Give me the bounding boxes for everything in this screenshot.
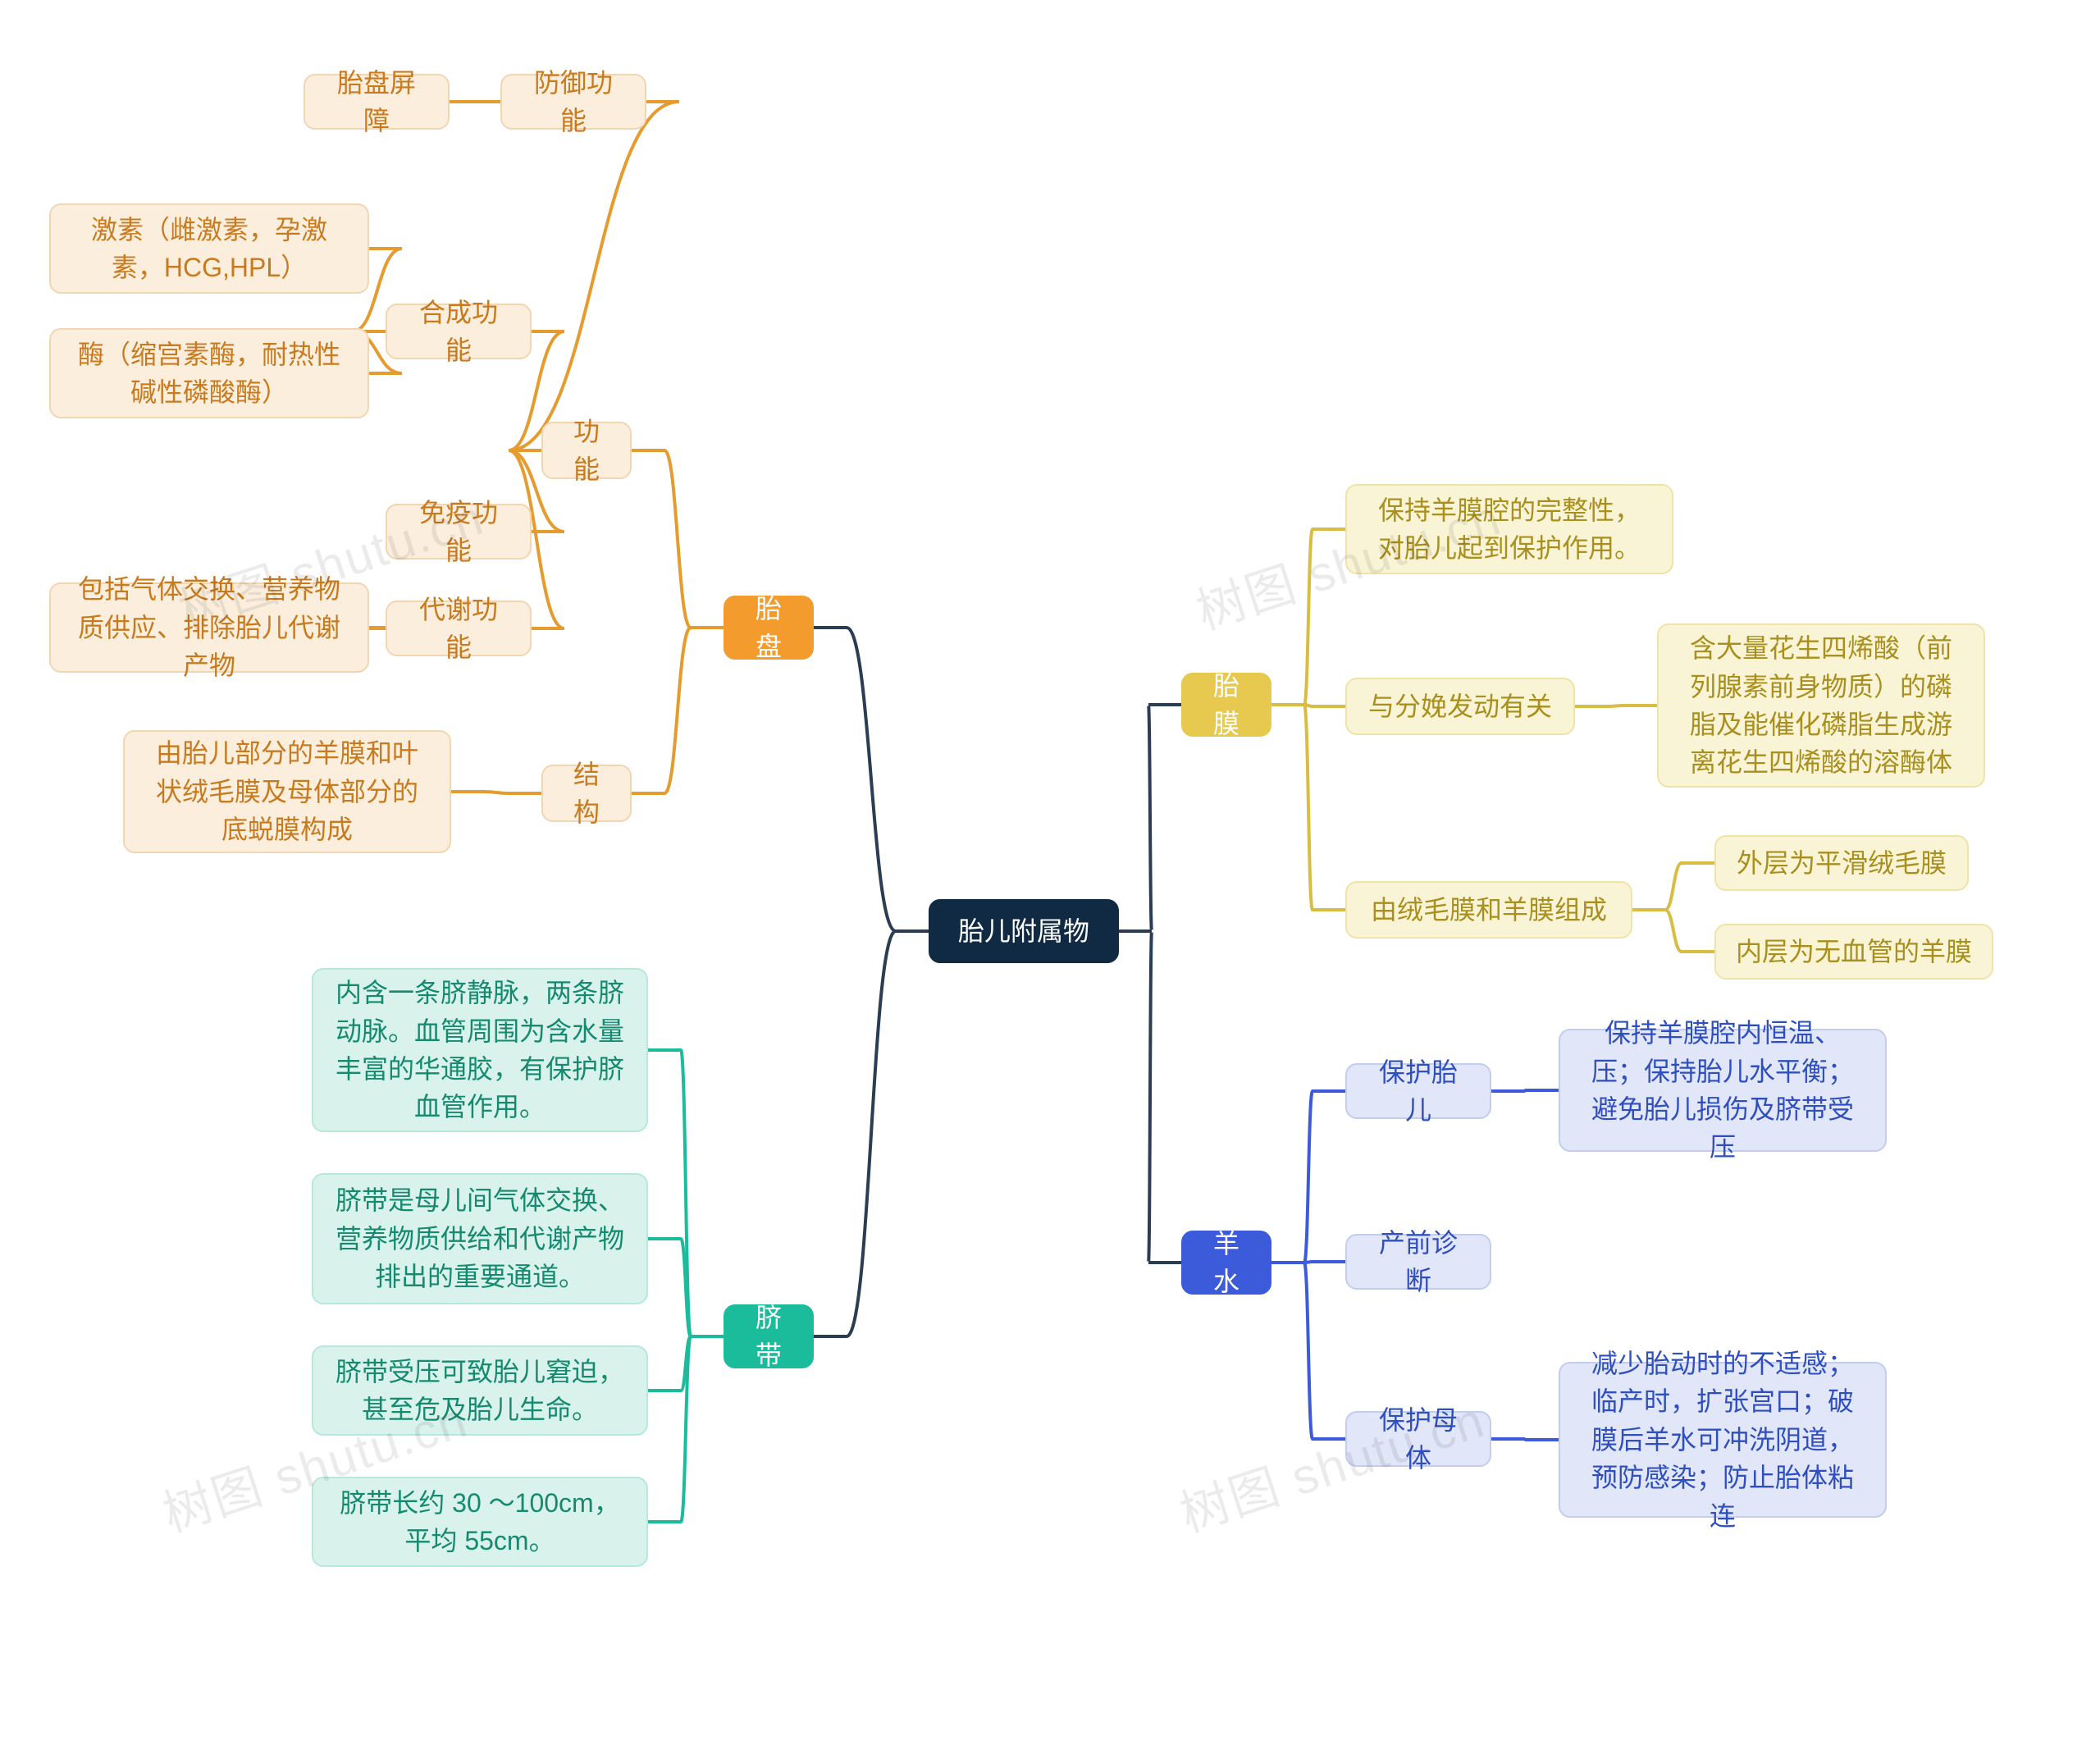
- mindmap-node-c_2[interactable]: 脐带是母儿间气体交换、营养物质供给和代谢产物排出的重要通道。: [312, 1173, 648, 1304]
- mindmap-node-f_3[interactable]: 保护母体: [1345, 1411, 1491, 1467]
- mindmap-node-label: 产前诊断: [1367, 1224, 1470, 1300]
- mindmap-node-placenta[interactable]: 胎盘: [724, 596, 814, 660]
- mindmap-node-p_defense[interactable]: 防御功能: [500, 74, 646, 130]
- mindmap-node-p_struct_d[interactable]: 由胎儿部分的羊膜和叶状绒毛膜及母体部分的底蜕膜构成: [123, 730, 451, 853]
- mindmap-node-p_immune[interactable]: 免疫功能: [386, 504, 532, 560]
- mindmap-edge: [1271, 705, 1345, 910]
- mindmap-node-label: 免疫功能: [407, 494, 510, 570]
- mindmap-edge: [648, 1050, 724, 1336]
- mindmap-edge: [451, 792, 541, 793]
- mindmap-edge: [814, 628, 929, 931]
- mindmap-node-f_1[interactable]: 保护胎儿: [1345, 1063, 1491, 1119]
- mindmap-edge: [1491, 1439, 1559, 1440]
- mindmap-node-m_3a[interactable]: 外层为平滑绒毛膜: [1714, 835, 1969, 891]
- mindmap-node-label: 脐带: [745, 1299, 792, 1375]
- mindmap-node-label: 胎膜: [1203, 667, 1250, 743]
- mindmap-node-label: 酶（缩宫素酶，耐热性碱性磷酸酶）: [71, 336, 348, 412]
- mindmap-node-label: 功能: [563, 413, 610, 489]
- mindmap-edge: [1119, 931, 1181, 1263]
- mindmap-edge: [648, 1239, 724, 1336]
- mindmap-node-label: 保护胎儿: [1367, 1053, 1470, 1130]
- mindmap-edge: [632, 450, 724, 628]
- mindmap-node-root[interactable]: 胎儿附属物: [929, 899, 1119, 963]
- mindmap-edge: [1271, 1263, 1345, 1439]
- mindmap-node-label: 与分娩发动有关: [1368, 687, 1552, 725]
- mindmap-node-c_3[interactable]: 脐带受压可致胎儿窘迫，甚至危及胎儿生命。: [312, 1345, 648, 1436]
- mindmap-node-label: 内含一条脐静脉，两条脐动脉。血管周围为含水量丰富的华通胶，有保护脐血管作用。: [333, 974, 627, 1126]
- mindmap-node-m_3[interactable]: 由绒毛膜和羊膜组成: [1345, 881, 1632, 939]
- mindmap-node-membrane[interactable]: 胎膜: [1181, 673, 1271, 737]
- mindmap-node-label: 胎盘: [745, 590, 792, 666]
- mindmap-node-label: 外层为平滑绒毛膜: [1737, 844, 1947, 882]
- mindmap-node-label: 保持羊膜腔的完整性，对胎儿起到保护作用。: [1367, 491, 1652, 568]
- mindmap-edge: [1271, 705, 1345, 706]
- mindmap-edge: [1271, 1262, 1345, 1263]
- mindmap-node-label: 结构: [563, 756, 610, 832]
- mindmap-node-label: 脐带是母儿间气体交换、营养物质供给和代谢产物排出的重要通道。: [333, 1181, 627, 1295]
- mindmap-node-label: 代谢功能: [407, 591, 510, 667]
- mindmap-node-m_2[interactable]: 与分娩发动有关: [1345, 678, 1575, 735]
- mindmap-edge: [1491, 1090, 1559, 1091]
- mindmap-node-label: 减少胎动时的不适感；临产时，扩张宫口；破膜后羊水可冲洗阴道，预防感染；防止胎体粘…: [1580, 1345, 1865, 1535]
- mindmap-node-f_1d[interactable]: 保持羊膜腔内恒温、压；保持胎儿水平衡；避免胎儿损伤及脐带受压: [1559, 1029, 1887, 1152]
- mindmap-edge: [1632, 910, 1714, 952]
- mindmap-node-label: 保持羊膜腔内恒温、压；保持胎儿水平衡；避免胎儿损伤及脐带受压: [1580, 1014, 1865, 1167]
- mindmap-node-label: 胎盘屏障: [325, 64, 428, 140]
- mindmap-edge: [1271, 1091, 1345, 1263]
- mindmap-node-c_4[interactable]: 脐带长约 30 ～100cm，平均 55cm。: [312, 1477, 648, 1567]
- mindmap-node-label: 合成功能: [407, 294, 510, 370]
- mindmap-node-label: 包括气体交换、营养物质供应、排除胎儿代谢产物: [71, 570, 348, 684]
- mindmap-node-label: 脐带受压可致胎儿窘迫，甚至危及胎儿生命。: [333, 1353, 627, 1429]
- mindmap-node-label: 防御功能: [522, 64, 625, 140]
- mindmap-node-label: 激素（雌激素，孕激素，HCG,HPL）: [71, 211, 348, 287]
- mindmap-node-p_metab[interactable]: 代谢功能: [386, 601, 532, 656]
- mindmap-node-label: 含大量花生四烯酸（前列腺素前身物质）的磷脂及能催化磷脂生成游离花生四烯酸的溶酶体: [1678, 629, 1964, 782]
- mindmap-node-label: 胎儿附属物: [958, 912, 1089, 950]
- mindmap-edge: [648, 1336, 724, 1391]
- mindmap-node-label: 内层为无血管的羊膜: [1736, 933, 1972, 971]
- mindmap-node-p_synth[interactable]: 合成功能: [386, 304, 532, 359]
- mindmap-node-f_2[interactable]: 产前诊断: [1345, 1234, 1491, 1290]
- mindmap-node-m_3b[interactable]: 内层为无血管的羊膜: [1714, 924, 1993, 980]
- mindmap-edge: [814, 931, 929, 1336]
- mindmap-edge: [509, 102, 679, 450]
- mindmap-edge: [1119, 705, 1181, 931]
- mindmap-node-p_func[interactable]: 功能: [541, 422, 632, 479]
- mindmap-node-m_2d[interactable]: 含大量花生四烯酸（前列腺素前身物质）的磷脂及能催化磷脂生成游离花生四烯酸的溶酶体: [1657, 623, 1985, 788]
- mindmap-edge: [1271, 529, 1345, 705]
- mindmap-node-label: 羊水: [1203, 1225, 1250, 1301]
- mindmap-node-p_metab_d[interactable]: 包括气体交换、营养物质供应、排除胎儿代谢产物: [49, 582, 369, 673]
- mindmap-node-p_enz[interactable]: 酶（缩宫素酶，耐热性碱性磷酸酶）: [49, 328, 369, 418]
- mindmap-edge: [648, 1336, 724, 1522]
- mindmap-node-p_barrier[interactable]: 胎盘屏障: [304, 74, 450, 130]
- mindmap-node-label: 由胎儿部分的羊膜和叶状绒毛膜及母体部分的底蜕膜构成: [144, 734, 430, 848]
- mindmap-node-m_1[interactable]: 保持羊膜腔的完整性，对胎儿起到保护作用。: [1345, 484, 1673, 574]
- mindmap-node-label: 脐带长约 30 ～100cm，平均 55cm。: [333, 1484, 627, 1560]
- mindmap-node-label: 由绒毛膜和羊膜组成: [1371, 891, 1607, 929]
- mindmap-node-c_1[interactable]: 内含一条脐静脉，两条脐动脉。血管周围为含水量丰富的华通胶，有保护脐血管作用。: [312, 968, 648, 1132]
- mindmap-node-f_3d[interactable]: 减少胎动时的不适感；临产时，扩张宫口；破膜后羊水可冲洗阴道，预防感染；防止胎体粘…: [1559, 1362, 1887, 1518]
- mindmap-edge: [632, 628, 724, 793]
- mindmap-node-p_struct[interactable]: 结构: [541, 765, 632, 822]
- mindmap-edge: [1632, 863, 1714, 910]
- mindmap-node-fluid[interactable]: 羊水: [1181, 1231, 1271, 1295]
- mindmap-node-cord[interactable]: 脐带: [724, 1304, 814, 1368]
- mindmap-node-label: 保护母体: [1367, 1401, 1470, 1478]
- mindmap-node-p_horm[interactable]: 激素（雌激素，孕激素，HCG,HPL）: [49, 203, 369, 294]
